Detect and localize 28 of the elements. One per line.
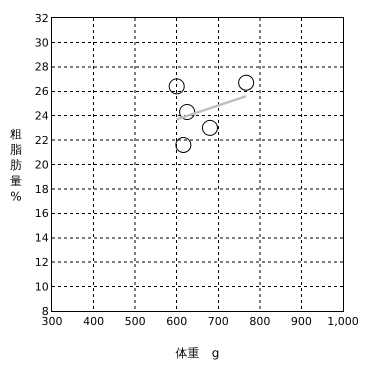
x-tick-label: 400 xyxy=(83,315,104,328)
y-tick-label: 12 xyxy=(34,256,49,270)
x-tick-label: 500 xyxy=(124,315,146,328)
x-axis-title: 体重 g xyxy=(176,346,220,360)
point xyxy=(238,74,254,91)
y-tick-label: 30 xyxy=(34,36,49,50)
y-tick-label: 8 xyxy=(42,304,49,318)
x-tick-label: 300 xyxy=(42,315,62,328)
point xyxy=(179,104,196,120)
x-tick-label: 1,000 xyxy=(327,315,359,328)
y-tick-label: 26 xyxy=(34,85,49,98)
y-tick-label: 24 xyxy=(34,110,49,123)
point xyxy=(202,120,218,136)
y-tick-label: 22 xyxy=(34,134,49,147)
y-tick-label: 28 xyxy=(34,60,49,74)
y-tick-label: 10 xyxy=(34,280,49,294)
x-tick-label: 700 xyxy=(208,315,229,328)
x-tick-label: 800 xyxy=(249,315,270,328)
x-tick-label: 600 xyxy=(166,315,188,328)
point xyxy=(175,136,192,153)
x-tick-label: 900 xyxy=(290,315,312,328)
y-tick-label: 32 xyxy=(34,12,49,25)
y-tick-label: 16 xyxy=(34,207,49,220)
y-tick-label: 14 xyxy=(34,232,49,245)
y-tick-label: 20 xyxy=(34,158,49,172)
y-tick-label: 18 xyxy=(34,182,49,196)
point xyxy=(168,78,185,94)
y-axis-title: 粗脂肪量% xyxy=(10,127,22,204)
